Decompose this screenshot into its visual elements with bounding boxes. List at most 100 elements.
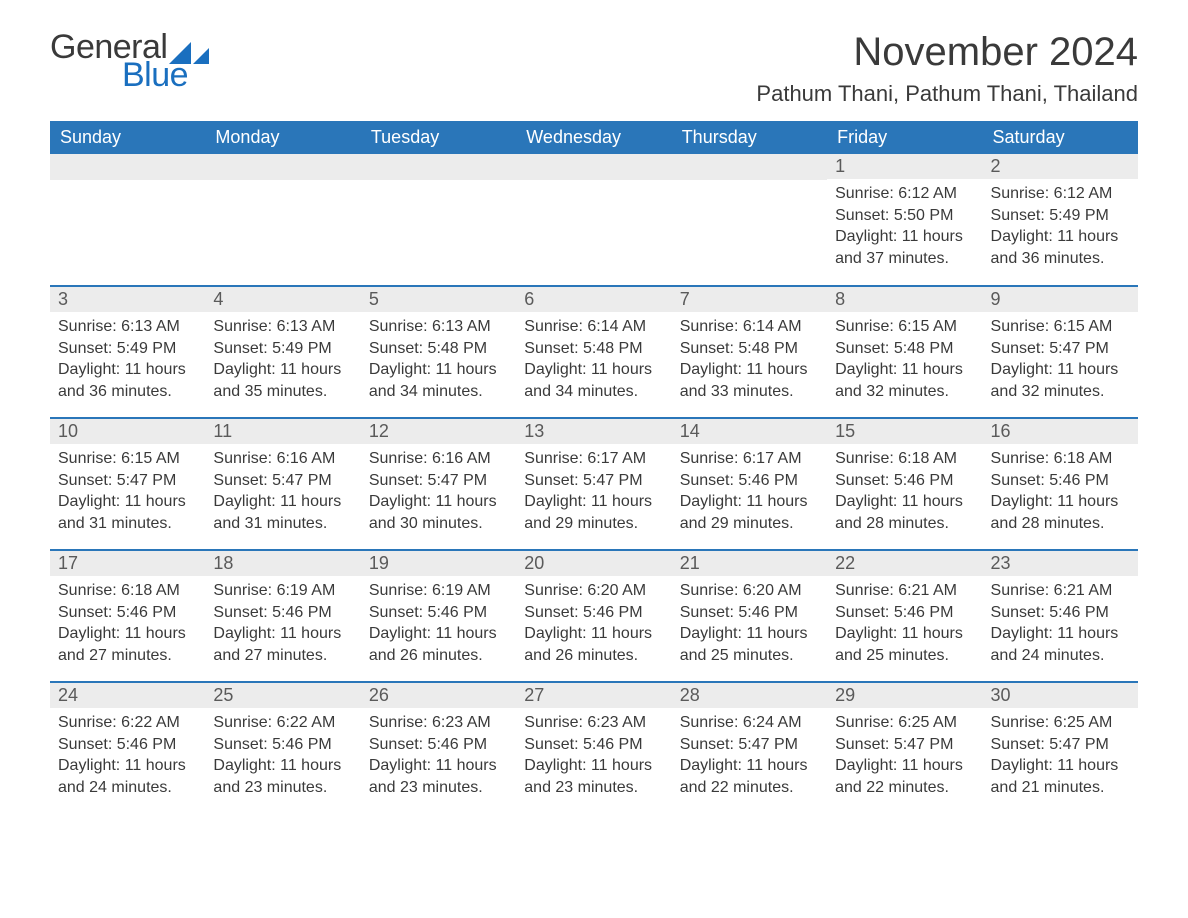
page-header: General Blue November 2024 Pathum Thani,… [50,30,1138,107]
day-sunset: Sunset: 5:49 PM [213,338,352,360]
calendar-cell: 10Sunrise: 6:15 AMSunset: 5:47 PMDayligh… [50,418,205,550]
day-sunset: Sunset: 5:46 PM [58,602,197,624]
calendar-cell: 14Sunrise: 6:17 AMSunset: 5:46 PMDayligh… [672,418,827,550]
weekday-header: Tuesday [361,121,516,154]
day-number: 15 [827,419,982,444]
day-body: Sunrise: 6:18 AMSunset: 5:46 PMDaylight:… [50,576,205,674]
day-sunrise: Sunrise: 6:13 AM [369,316,508,338]
calendar-cell: 5Sunrise: 6:13 AMSunset: 5:48 PMDaylight… [361,286,516,418]
calendar-cell: 2Sunrise: 6:12 AMSunset: 5:49 PMDaylight… [983,154,1138,286]
calendar-cell: 15Sunrise: 6:18 AMSunset: 5:46 PMDayligh… [827,418,982,550]
calendar-week-row: 1Sunrise: 6:12 AMSunset: 5:50 PMDaylight… [50,154,1138,286]
day-body: Sunrise: 6:21 AMSunset: 5:46 PMDaylight:… [827,576,982,674]
day-number: 12 [361,419,516,444]
day-body: Sunrise: 6:13 AMSunset: 5:49 PMDaylight:… [50,312,205,410]
day-sunrise: Sunrise: 6:20 AM [524,580,663,602]
calendar-week-row: 10Sunrise: 6:15 AMSunset: 5:47 PMDayligh… [50,418,1138,550]
day-daylight: Daylight: 11 hours and 30 minutes. [369,491,508,534]
weekday-header: Thursday [672,121,827,154]
calendar-cell [516,154,671,286]
day-body: Sunrise: 6:18 AMSunset: 5:46 PMDaylight:… [983,444,1138,542]
calendar-cell: 21Sunrise: 6:20 AMSunset: 5:46 PMDayligh… [672,550,827,682]
day-number: 8 [827,287,982,312]
day-body: Sunrise: 6:22 AMSunset: 5:46 PMDaylight:… [50,708,205,806]
day-body: Sunrise: 6:18 AMSunset: 5:46 PMDaylight:… [827,444,982,542]
day-daylight: Daylight: 11 hours and 32 minutes. [991,359,1130,402]
day-body: Sunrise: 6:14 AMSunset: 5:48 PMDaylight:… [672,312,827,410]
day-sunrise: Sunrise: 6:25 AM [835,712,974,734]
day-daylight: Daylight: 11 hours and 37 minutes. [835,226,974,269]
weekday-header: Saturday [983,121,1138,154]
day-daylight: Daylight: 11 hours and 25 minutes. [835,623,974,666]
day-sunrise: Sunrise: 6:12 AM [991,183,1130,205]
weekday-header: Wednesday [516,121,671,154]
weekday-header-row: SundayMondayTuesdayWednesdayThursdayFrid… [50,121,1138,154]
day-body: Sunrise: 6:22 AMSunset: 5:46 PMDaylight:… [205,708,360,806]
day-daylight: Daylight: 11 hours and 27 minutes. [58,623,197,666]
calendar-cell: 18Sunrise: 6:19 AMSunset: 5:46 PMDayligh… [205,550,360,682]
day-number: 2 [983,154,1138,179]
calendar-body: 1Sunrise: 6:12 AMSunset: 5:50 PMDaylight… [50,154,1138,814]
day-number: 10 [50,419,205,444]
day-sunset: Sunset: 5:46 PM [991,602,1130,624]
day-sunrise: Sunrise: 6:18 AM [58,580,197,602]
day-sunrise: Sunrise: 6:19 AM [213,580,352,602]
day-sunrise: Sunrise: 6:23 AM [524,712,663,734]
day-body: Sunrise: 6:15 AMSunset: 5:47 PMDaylight:… [983,312,1138,410]
calendar-cell: 30Sunrise: 6:25 AMSunset: 5:47 PMDayligh… [983,682,1138,814]
day-sunset: Sunset: 5:46 PM [369,734,508,756]
day-sunrise: Sunrise: 6:16 AM [369,448,508,470]
day-number: 23 [983,551,1138,576]
day-number: 29 [827,683,982,708]
day-sunrise: Sunrise: 6:24 AM [680,712,819,734]
calendar-cell: 13Sunrise: 6:17 AMSunset: 5:47 PMDayligh… [516,418,671,550]
day-body: Sunrise: 6:25 AMSunset: 5:47 PMDaylight:… [983,708,1138,806]
day-body: Sunrise: 6:15 AMSunset: 5:47 PMDaylight:… [50,444,205,542]
day-daylight: Daylight: 11 hours and 32 minutes. [835,359,974,402]
calendar-cell: 26Sunrise: 6:23 AMSunset: 5:46 PMDayligh… [361,682,516,814]
day-daylight: Daylight: 11 hours and 21 minutes. [991,755,1130,798]
day-number: 24 [50,683,205,708]
day-sunrise: Sunrise: 6:25 AM [991,712,1130,734]
calendar-cell: 28Sunrise: 6:24 AMSunset: 5:47 PMDayligh… [672,682,827,814]
page-title: November 2024 [756,30,1138,75]
calendar-cell [50,154,205,286]
day-number [50,154,205,180]
calendar-cell: 27Sunrise: 6:23 AMSunset: 5:46 PMDayligh… [516,682,671,814]
day-number: 9 [983,287,1138,312]
day-number: 1 [827,154,982,179]
calendar-cell [361,154,516,286]
day-sunset: Sunset: 5:48 PM [369,338,508,360]
day-sunset: Sunset: 5:47 PM [213,470,352,492]
day-sunrise: Sunrise: 6:13 AM [58,316,197,338]
day-sunset: Sunset: 5:46 PM [524,602,663,624]
day-sunset: Sunset: 5:47 PM [369,470,508,492]
day-sunrise: Sunrise: 6:18 AM [835,448,974,470]
day-number: 7 [672,287,827,312]
day-sunset: Sunset: 5:48 PM [524,338,663,360]
day-body: Sunrise: 6:20 AMSunset: 5:46 PMDaylight:… [672,576,827,674]
calendar-cell [205,154,360,286]
day-number: 14 [672,419,827,444]
day-sunset: Sunset: 5:46 PM [213,734,352,756]
calendar-cell: 17Sunrise: 6:18 AMSunset: 5:46 PMDayligh… [50,550,205,682]
day-daylight: Daylight: 11 hours and 31 minutes. [213,491,352,534]
day-sunset: Sunset: 5:46 PM [991,470,1130,492]
day-sunrise: Sunrise: 6:23 AM [369,712,508,734]
day-number [361,154,516,180]
day-number: 3 [50,287,205,312]
logo: General Blue [50,30,209,92]
day-daylight: Daylight: 11 hours and 33 minutes. [680,359,819,402]
day-sunset: Sunset: 5:47 PM [991,338,1130,360]
day-sunset: Sunset: 5:46 PM [524,734,663,756]
day-number: 18 [205,551,360,576]
day-body: Sunrise: 6:16 AMSunset: 5:47 PMDaylight:… [205,444,360,542]
day-sunset: Sunset: 5:47 PM [680,734,819,756]
calendar-cell: 19Sunrise: 6:19 AMSunset: 5:46 PMDayligh… [361,550,516,682]
calendar-cell: 4Sunrise: 6:13 AMSunset: 5:49 PMDaylight… [205,286,360,418]
day-number: 30 [983,683,1138,708]
calendar-cell: 29Sunrise: 6:25 AMSunset: 5:47 PMDayligh… [827,682,982,814]
day-number: 21 [672,551,827,576]
day-sunset: Sunset: 5:47 PM [991,734,1130,756]
day-body: Sunrise: 6:19 AMSunset: 5:46 PMDaylight:… [205,576,360,674]
